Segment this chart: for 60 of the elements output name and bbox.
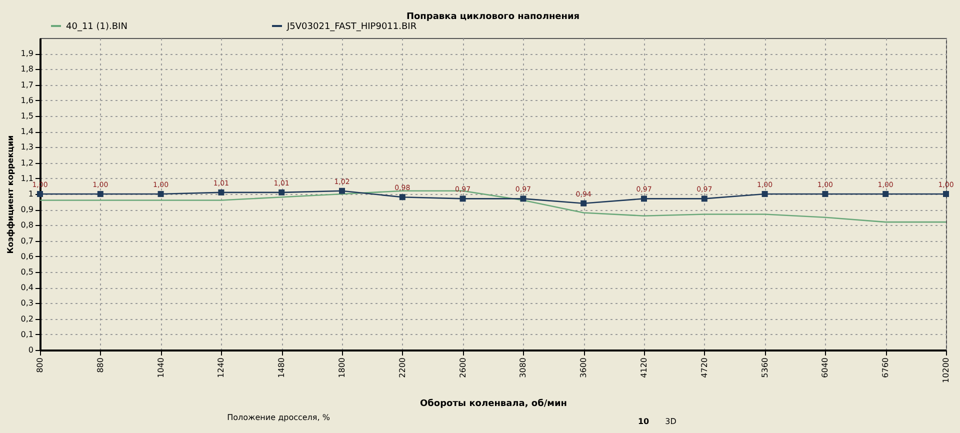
y-tick-label: 1,6 — [20, 96, 34, 105]
y-tick-label: 0,3 — [20, 298, 34, 308]
x-tick-label: 2200 — [398, 358, 407, 378]
x-tick-label: 3080 — [518, 358, 528, 378]
text: 3D — [665, 417, 676, 426]
chart-title: Поправка циклового наполнения — [406, 12, 580, 22]
y-tick-label: 1 — [28, 190, 34, 198]
point — [762, 191, 768, 197]
legend-label: J5V03021_FAST_HIP9011.BIR — [286, 22, 417, 32]
y-tick-label: 1,9 — [20, 49, 34, 58]
y-tick-label: 0,9 — [20, 205, 34, 214]
x-axis-title: Обороты коленвала, об/мин — [420, 398, 568, 409]
x-tick-label: 3600 — [579, 358, 588, 378]
point — [158, 191, 164, 197]
y-tick-label: 0,6 — [20, 252, 34, 261]
point — [460, 196, 466, 202]
x-tick-label: 6040 — [820, 358, 830, 378]
y-tick-label: 1,8 — [20, 64, 34, 74]
y-tick-label: 1,2 — [20, 158, 34, 168]
text: Положение дросселя, % — [227, 413, 330, 422]
y-tick-label: 1,3 — [20, 142, 34, 152]
point — [943, 191, 949, 197]
y-tick-label: 0,8 — [20, 220, 34, 230]
x-tick-label: 1040 — [156, 358, 166, 378]
x-tick-label: 10200 — [942, 358, 950, 383]
x-tick-label: 5360 — [760, 358, 770, 378]
y-tick-label: 0,7 — [20, 236, 34, 246]
point — [37, 191, 43, 197]
x-tick-label: 880 — [96, 358, 105, 373]
y-tick-label: 1,7 — [20, 80, 34, 90]
point — [882, 191, 889, 197]
point — [278, 189, 285, 196]
point — [641, 196, 647, 202]
point — [218, 189, 224, 196]
y-tick-label: 0 — [28, 346, 34, 354]
y-tick-label: 1,4 — [20, 127, 34, 136]
x-tick-label: 2600 — [458, 358, 468, 378]
y-tick-label: 0,1 — [20, 330, 34, 339]
text: 10 — [638, 417, 650, 426]
y-axis-title: Коэффициент коррекции — [6, 135, 15, 254]
y-tick-label: 0,2 — [20, 314, 34, 324]
point — [822, 191, 828, 197]
point — [520, 196, 526, 202]
y-tick-label: 0,5 — [20, 268, 34, 276]
y-tick-label: 1,5 — [20, 112, 34, 120]
x-tick-label: 4120 — [640, 358, 648, 378]
point — [339, 188, 345, 194]
x-tick-label: 1240 — [216, 358, 226, 378]
y-tick-label: 0,4 — [20, 283, 34, 292]
x-tick-label: 800 — [36, 358, 44, 373]
point — [399, 194, 406, 200]
point — [97, 191, 104, 197]
x-tick-label: 4720 — [700, 358, 709, 378]
point — [580, 200, 587, 206]
x-tick-label: 1800 — [338, 358, 346, 378]
x-tick-label: 1480 — [277, 358, 286, 378]
y-tick-label: 1,1 — [20, 174, 34, 183]
x-tick-label: 6760 — [881, 358, 890, 378]
legend-label: 40_11 (1).BIN — [66, 22, 128, 32]
point — [701, 196, 708, 202]
